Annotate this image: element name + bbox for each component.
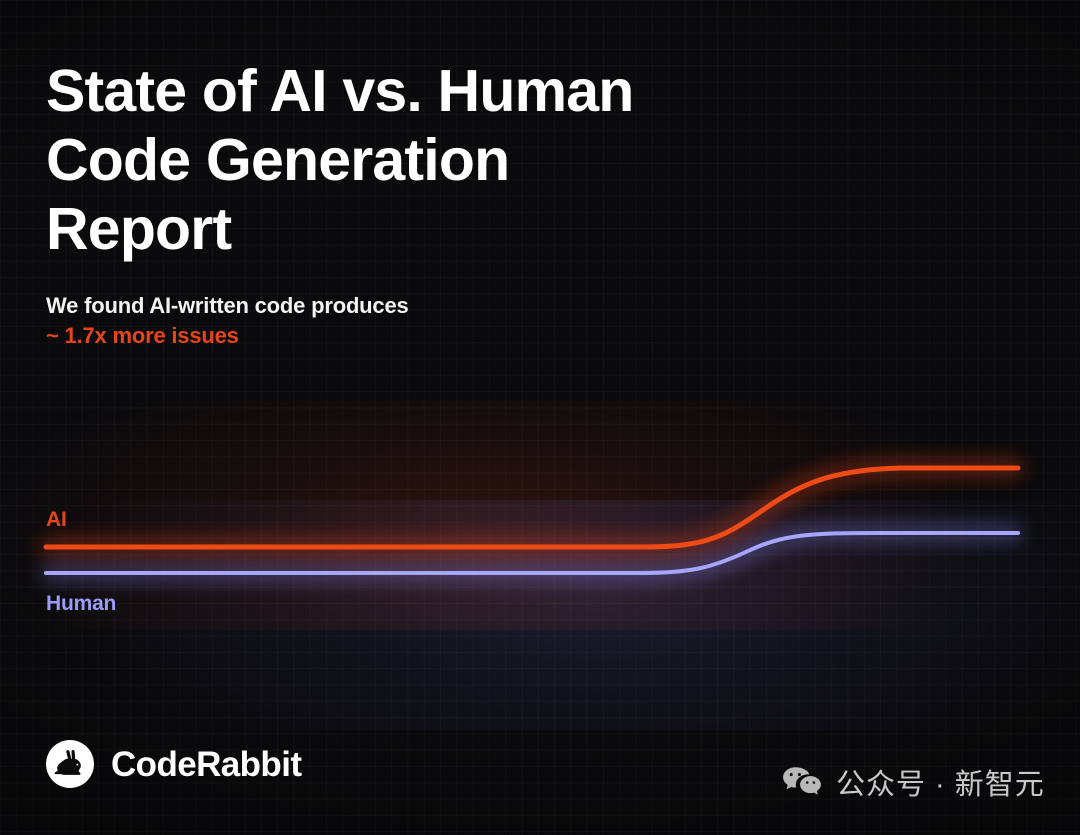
subtitle-line-primary: We found AI-written code produces (46, 293, 409, 318)
rabbit-icon (46, 740, 94, 788)
legend-label-human: Human (46, 592, 117, 615)
watermark: 公众号 · 新智元 (782, 766, 1045, 805)
brand-name: CodeRabbit (111, 744, 302, 784)
subtitle-block: We found AI-written code produces ~ 1.7x… (46, 291, 409, 351)
brand-lockup: CodeRabbit (46, 740, 302, 788)
subtitle-line-accent: ~ 1.7x more issues (46, 323, 239, 348)
watermark-text: 公众号 · 新智元 (836, 769, 1045, 801)
page-title: State of AI vs. Human Code Generation Re… (46, 58, 634, 262)
legend-label-ai: AI (46, 508, 67, 531)
wechat-icon (782, 766, 822, 805)
